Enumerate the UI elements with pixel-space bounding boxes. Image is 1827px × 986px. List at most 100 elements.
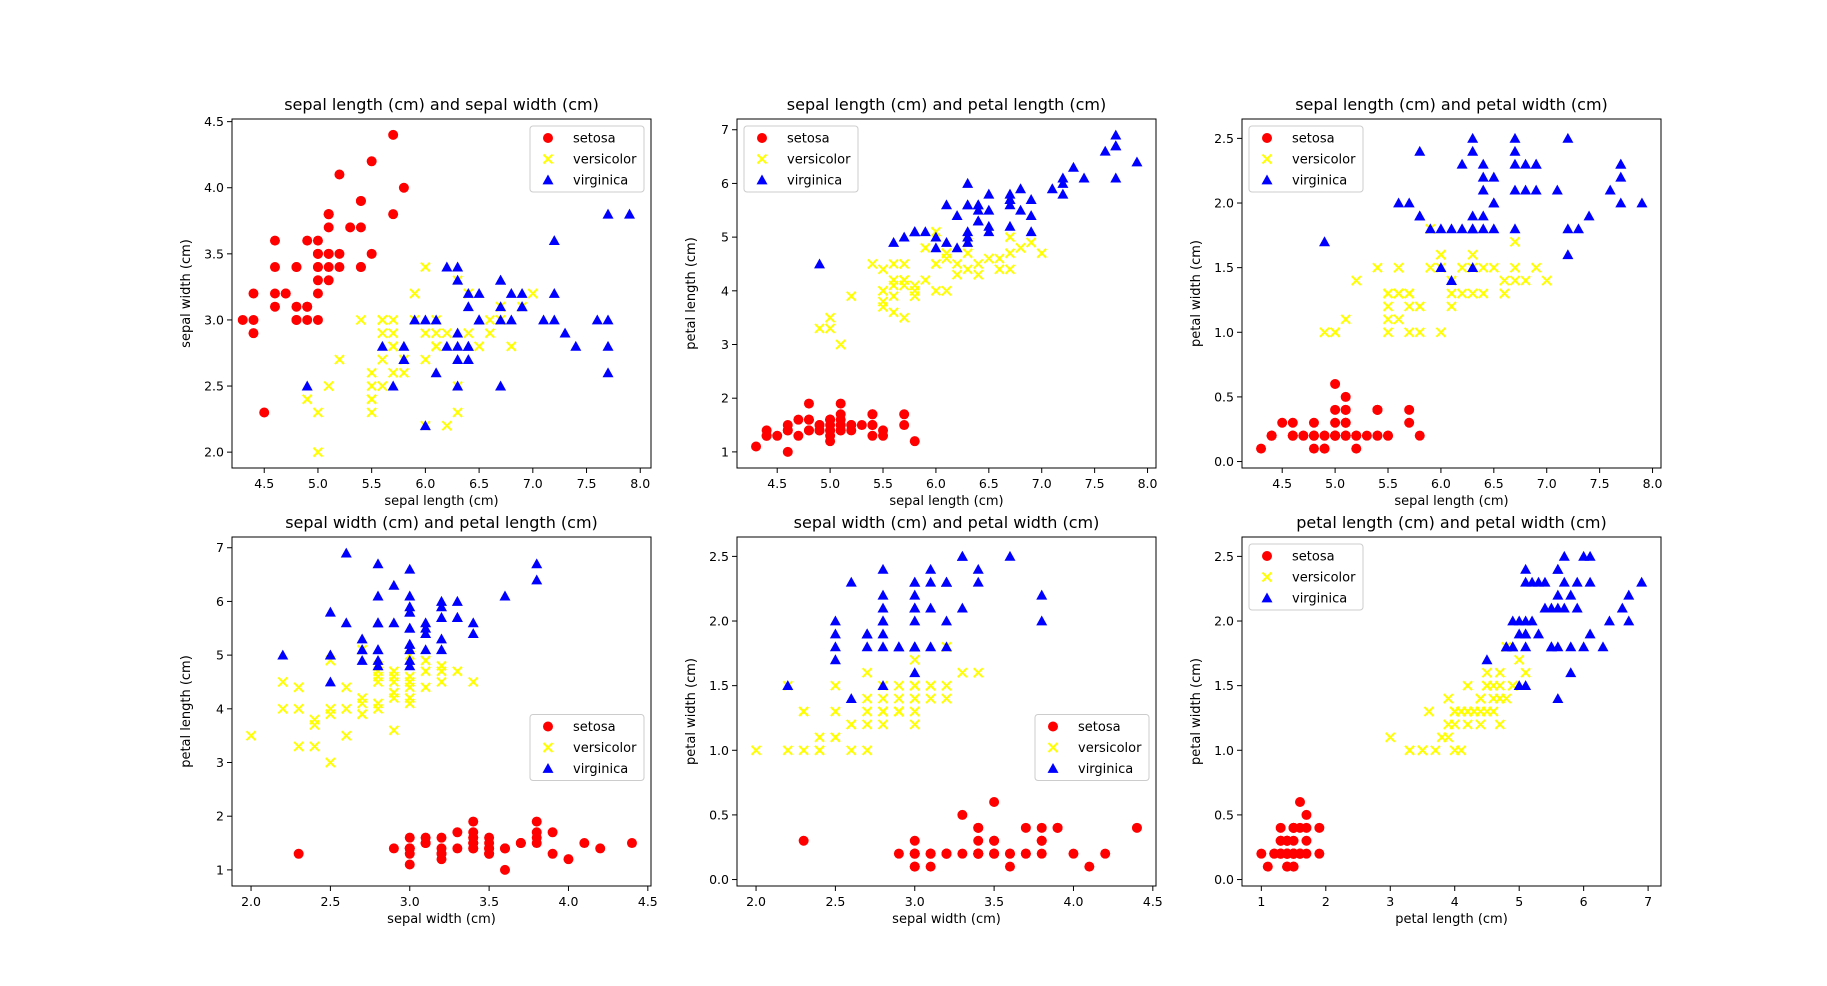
chart-5-point-virginica [845,576,857,587]
chart-2-point-setosa [835,398,846,409]
chart-2-legend-marker-versicolor [756,153,768,165]
chart-4-point-versicolor [245,730,257,741]
chart-6-point-virginica [1603,615,1615,626]
chart-4-point-setosa [484,832,495,843]
chart-5-point-virginica [909,667,921,678]
chart-2-point-versicolor [994,264,1005,275]
chart-2-point-versicolor [814,323,825,334]
chart-3-series-virginica [1319,132,1648,285]
chart-6-legend-marker-virginica [1261,592,1273,603]
chart-5-point-virginica [893,641,905,652]
chart-3-point-virginica [1636,197,1648,208]
chart-6-point-virginica [1558,576,1570,587]
chart-1-point-virginica [419,314,431,325]
chart-3-point-virginica [1477,210,1489,221]
chart-3-xtick-label: 8.0 [1643,476,1663,491]
chart-1-point-setosa [291,262,302,273]
chart-3-point-virginica [1477,158,1489,169]
chart-1-point-versicolor [387,314,399,326]
chart-1-point-virginica [495,274,507,285]
chart-1-point-virginica [387,380,399,391]
chart-2-point-setosa [867,420,878,431]
chart-1-point-versicolor [312,407,324,418]
chart-5-point-setosa [1068,848,1079,859]
chart-3-point-versicolor [1509,275,1521,286]
chart-1-point-virginica [473,314,485,325]
chart-6-legend-label-virginica: virginica [1292,592,1347,607]
chart-3-point-setosa [1330,404,1341,415]
chart-3-point-virginica [1530,184,1542,195]
chart-1-legend-marker-setosa [543,133,553,143]
chart-6-point-virginica [1481,654,1493,665]
chart-3-point-virginica [1572,223,1584,234]
chart-5-point-setosa [989,848,1000,859]
chart-2-point-versicolor [1015,242,1026,254]
chart-3-point-virginica [1467,132,1479,143]
chart-6-point-setosa [1282,835,1293,846]
chart-2-point-versicolor [898,312,910,323]
chart-6-point-versicolor [1462,680,1473,691]
chart-4-xtick-label: 2.0 [241,894,261,909]
chart-4-point-virginica [404,638,416,649]
chart-1-point-setosa [323,262,334,273]
chart-5-point-setosa [957,848,968,859]
chart-4-legend-label-virginica: virginica [573,762,628,777]
chart-6-point-versicolor [1481,667,1493,678]
chart-2-point-virginica [962,177,974,188]
chart-5-point-versicolor [957,667,968,678]
chart-4-point-versicolor [420,655,431,666]
chart-6-point-versicolor [1513,654,1525,666]
chart-1-point-virginica [602,314,614,325]
chart-4-point-versicolor [420,682,431,693]
chart-5-point-versicolor [925,680,936,691]
chart-1-point-virginica [548,235,560,246]
chart-1-point-setosa [248,314,259,325]
chart-6-point-versicolor [1443,693,1454,704]
chart-3-point-versicolor [1435,327,1447,338]
chart-4-point-versicolor [388,687,400,698]
chart-2-point-virginica [941,236,952,247]
chart-1-xtick-label: 8.0 [630,476,650,491]
chart-5-point-setosa [909,861,920,872]
chart-2-point-versicolor [888,258,899,270]
chart-5-point-setosa [909,848,920,859]
chart-4-xtick-label: 2.5 [320,894,340,909]
chart-6-point-virginica [1584,550,1596,561]
chart-5-xtick-label: 2.0 [746,894,766,909]
chart-6-point-virginica [1616,602,1628,613]
chart-6-legend-label-setosa: setosa [1292,550,1335,565]
chart-1-legend-box [529,125,645,193]
chart-5-ytick-label: 2.0 [709,614,729,629]
chart-2-point-versicolor [983,253,995,264]
chart-2-ytick-label: 4 [721,283,729,298]
chart-1-point-versicolor [377,380,388,392]
chart-1-point-setosa [269,235,280,246]
chart-2-point-virginica [962,226,974,237]
chart-2-point-virginica [1057,188,1069,199]
chart-6-point-virginica [1533,628,1545,639]
chart-3-point-setosa [1372,430,1383,441]
chart-1-point-virginica [398,340,410,351]
chart-2-ytick-label: 3 [721,337,729,352]
chart-4-point-setosa [420,838,431,849]
chart-1-point-versicolor [366,367,377,379]
chart-4-ytick-label: 4 [216,701,224,716]
chart-5-point-virginica [956,602,968,613]
chart-4-point-virginica [404,622,416,633]
chart-2-point-setosa [782,425,793,436]
chart-5-point-virginica [972,576,984,587]
chart-3-point-versicolor [1329,327,1341,338]
chart-2-legend-label-versicolor: versicolor [787,153,851,168]
chart-6-point-setosa [1256,848,1267,859]
chart-4-point-virginica [404,644,416,655]
chart-1-point-virginica [452,261,464,272]
chart-6-ytick-label: 1.0 [1214,743,1234,758]
chart-3-point-virginica [1414,145,1426,156]
chart-1-point-setosa [355,262,366,273]
chart-4-point-setosa [547,848,558,859]
chart-4-point-virginica [340,617,352,628]
chart-6-xtick-label: 1 [1257,894,1265,909]
chart-1-point-versicolor [484,314,496,326]
chart-6-point-setosa [1301,809,1312,820]
chart-3-point-versicolor [1414,301,1425,312]
